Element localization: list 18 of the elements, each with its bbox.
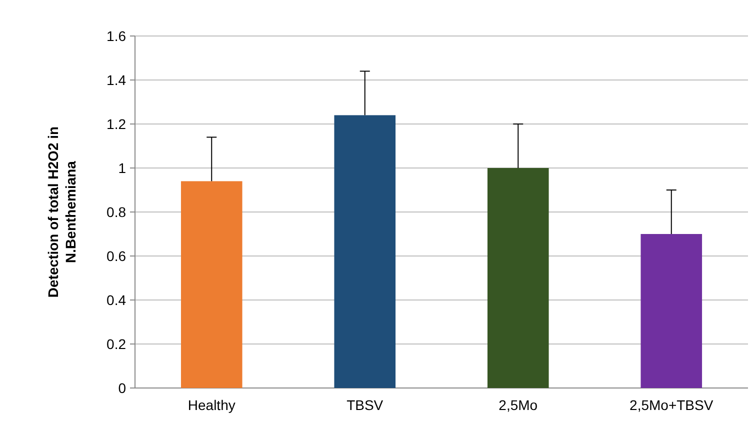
x-tick-label: 2,5Mo+TBSV <box>630 397 714 413</box>
y-tick-label: 0.8 <box>106 204 126 220</box>
x-tick-label: 2,5Mo <box>498 397 538 413</box>
bar <box>180 181 242 388</box>
y-tick-label: 0.6 <box>106 248 126 264</box>
y-axis-title: Detection of total H2O2 in N.Benthemiana <box>45 126 78 298</box>
bar <box>640 234 702 388</box>
bar <box>487 168 549 388</box>
x-tick-label: TBSV <box>346 397 384 413</box>
y-tick-label: 1 <box>118 160 126 176</box>
x-tick-label: Healthy <box>188 397 236 413</box>
y-tick-label: 0 <box>118 380 126 396</box>
y-tick-label: 1.2 <box>106 116 126 132</box>
y-tick-label: 1.4 <box>106 72 126 88</box>
bar <box>334 115 396 388</box>
y-tick-label: 0.2 <box>106 336 126 352</box>
y-tick-label: 0.4 <box>106 292 126 308</box>
y-tick-label: 1.6 <box>106 28 126 44</box>
